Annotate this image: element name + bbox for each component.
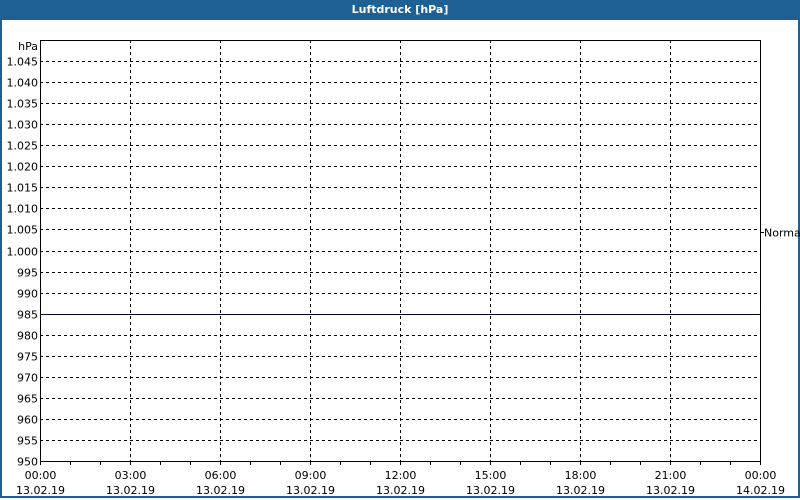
y-tick-label: 1.010	[7, 203, 39, 216]
x-tick-time: 00:00	[745, 469, 777, 482]
y-tick-label: 1.035	[7, 98, 39, 111]
x-tick-date: 13.02.19	[646, 484, 695, 497]
x-tick-date: 13.02.19	[196, 484, 245, 497]
y-tick-label: 970	[17, 372, 38, 385]
x-tick-time: 21:00	[655, 469, 687, 482]
y-tick-label: 965	[17, 393, 38, 406]
x-tick-date: 13.02.19	[556, 484, 605, 497]
x-tick-time: 15:00	[475, 469, 507, 482]
y-tick-label: 990	[17, 288, 38, 301]
y-tick-label: 950	[17, 456, 38, 469]
x-tick-date: 13.02.19	[286, 484, 335, 497]
normal-label: Normal	[764, 227, 800, 240]
y-axis-unit: hPa	[18, 40, 38, 53]
x-tick-date: 13.02.19	[16, 484, 65, 497]
y-tick-label: 1.015	[7, 182, 39, 195]
y-tick-label: 1.025	[7, 140, 39, 153]
y-tick-label: 1.020	[7, 161, 39, 174]
y-tick-label: 1.000	[7, 246, 39, 259]
y-tick-label: 960	[17, 414, 38, 427]
x-tick-time: 03:00	[115, 469, 147, 482]
chart-title: Luftdruck [hPa]	[0, 0, 800, 20]
x-tick-date: 13.02.19	[106, 484, 155, 497]
plot-frame	[40, 40, 761, 462]
y-tick-label: 1.045	[7, 56, 39, 69]
y-tick-label: 980	[17, 330, 38, 343]
x-tick-time: 12:00	[385, 469, 417, 482]
y-tick-label: 995	[17, 267, 38, 280]
y-tick-label: 985	[17, 309, 38, 322]
x-tick-date: 13.02.19	[466, 484, 515, 497]
y-tick-label: 955	[17, 435, 38, 448]
y-tick-label: 1.030	[7, 119, 39, 132]
x-tick-date: 14.02.19	[736, 484, 785, 497]
x-tick-time: 00:00	[25, 469, 57, 482]
x-tick-date: 13.02.19	[376, 484, 425, 497]
y-tick-label: 1.005	[7, 224, 39, 237]
x-tick-time: 09:00	[295, 469, 327, 482]
y-tick-label: 975	[17, 351, 38, 364]
y-tick-label: 1.040	[7, 77, 39, 90]
x-tick-time: 18:00	[565, 469, 597, 482]
x-tick-time: 06:00	[205, 469, 237, 482]
